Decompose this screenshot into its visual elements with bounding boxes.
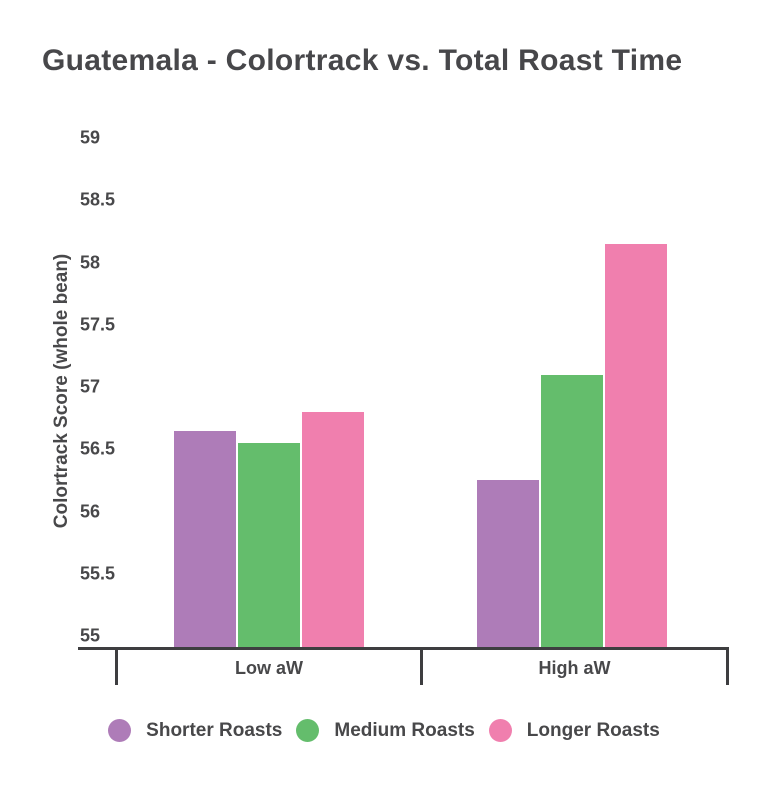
x-axis-tick [726, 647, 729, 685]
legend-label: Medium Roasts [334, 719, 475, 741]
x-category-label-low-aw: Low aW [235, 658, 303, 678]
y-tick-label: 58 [80, 252, 101, 272]
bar-shorter-roasts-low-aw [173, 430, 236, 648]
legend-item-medium-roasts: Medium Roasts [296, 719, 475, 742]
y-tick-label: 56 [80, 501, 101, 521]
legend-swatch-shorter-roasts-icon [108, 719, 132, 742]
legend-swatch-medium-roasts-icon [296, 719, 320, 742]
x-axis-tick [115, 647, 118, 685]
y-tick-label: 56.5 [80, 438, 116, 459]
x-category-label-high-aw: High aW [538, 658, 611, 678]
y-tick-label: 55 [80, 625, 101, 646]
bar-longer-roasts-high-aw [604, 243, 667, 648]
bar-longer-roasts-low-aw [301, 411, 364, 648]
y-tick-label: 55.5 [80, 563, 116, 584]
legend-swatch-longer-roasts-icon [488, 719, 512, 742]
legend-label: Longer Roasts [526, 719, 660, 741]
legend-item-longer-roasts: Longer Roasts [488, 719, 660, 742]
bar-medium-roasts-low-aw [237, 443, 300, 648]
bar-shorter-roasts-high-aw [476, 480, 539, 648]
legend: Shorter Roasts Medium Roasts Longer Roas… [0, 719, 768, 742]
x-axis-tick [420, 647, 423, 685]
y-tick-label: 59 [80, 127, 101, 148]
bar-medium-roasts-high-aw [540, 374, 603, 648]
x-axis-line [78, 647, 729, 650]
y-tick-label: 58.5 [80, 189, 116, 210]
legend-item-shorter-roasts: Shorter Roasts [108, 719, 282, 742]
chart-title: Guatemala - Colortrack vs. Total Roast T… [42, 44, 683, 77]
y-tick-label: 57.5 [80, 314, 116, 335]
legend-label: Shorter Roasts [146, 719, 283, 741]
y-tick-label: 57 [80, 376, 101, 397]
